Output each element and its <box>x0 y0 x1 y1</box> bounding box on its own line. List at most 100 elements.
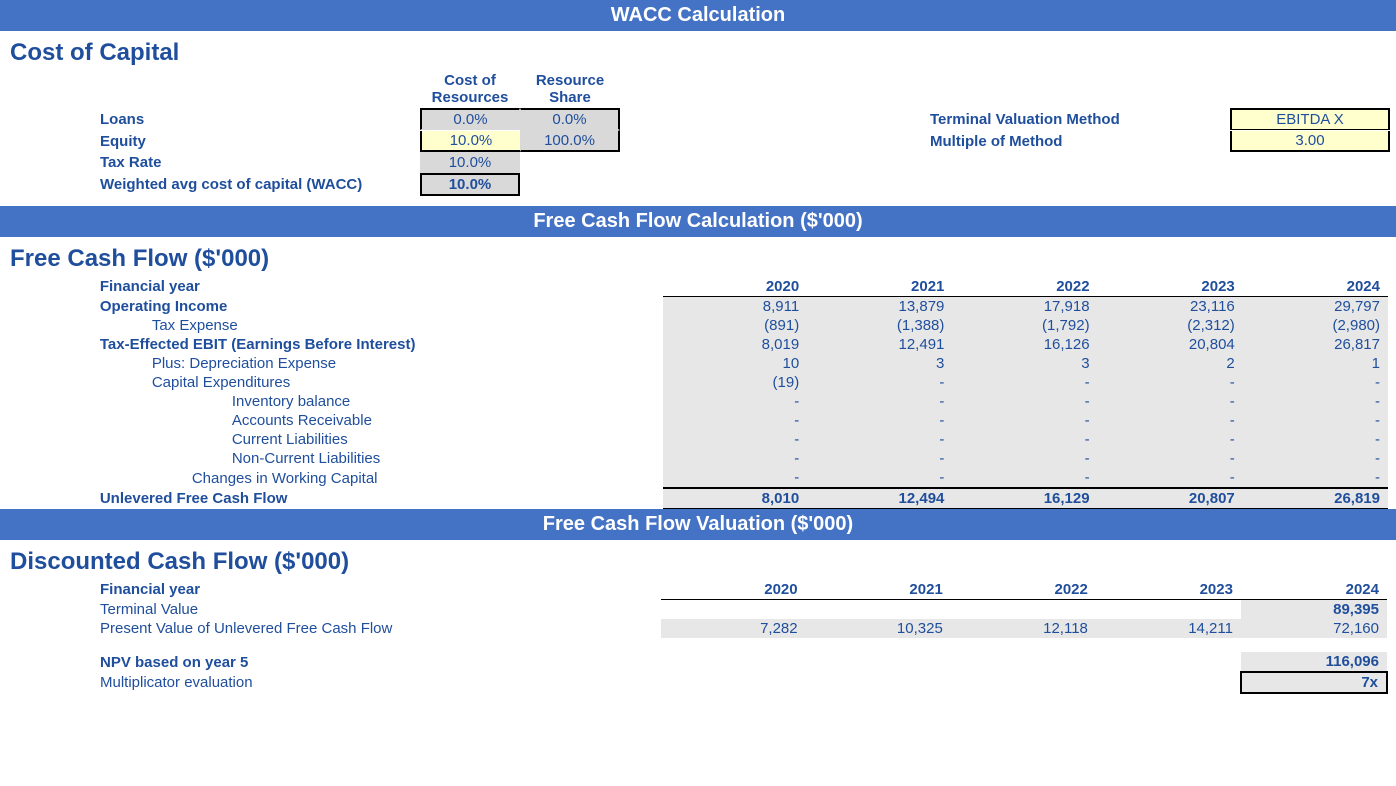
cell-tax-rate[interactable]: 10.0% <box>420 152 520 173</box>
dcf-year-3: 2023 <box>1096 580 1241 600</box>
row-terminal-value: Terminal Value 89,395 <box>8 600 1387 620</box>
fcf-cell-cwc-3: - <box>1098 468 1243 488</box>
fcf-cell-ebit-4: 26,817 <box>1243 335 1388 354</box>
fcf-year-4: 2024 <box>1243 277 1388 297</box>
fcf-label-cwc: Changes in Working Capital <box>92 468 663 488</box>
cell-terminal-method[interactable]: EBITDA X <box>1230 108 1390 130</box>
cell-loans-share[interactable]: 0.0% <box>520 108 620 130</box>
dcf-header-row: Financial year 2020 2021 2022 2023 2024 <box>8 580 1387 600</box>
row-multiplicator: Multiplicator evaluation 7x <box>8 672 1387 693</box>
fcf-year-2: 2022 <box>952 277 1097 297</box>
fcf-cell-ar-4: - <box>1243 411 1388 430</box>
fcf-cell-ebit-0: 8,019 <box>663 335 807 354</box>
fcf-row-ar: Accounts Receivable----- <box>8 411 1388 430</box>
fcf-label-ar: Accounts Receivable <box>92 411 663 430</box>
fcf-cell-oi-3: 23,116 <box>1098 297 1243 317</box>
fcf-row-ebit: Tax-Effected EBIT (Earnings Before Inter… <box>8 335 1388 354</box>
banner-valuation: Free Cash Flow Valuation ($'000) <box>0 509 1396 540</box>
cell-wacc[interactable]: 10.0% <box>420 173 520 196</box>
cell-pv-3: 14,211 <box>1096 619 1241 638</box>
fcf-cell-cwc-0: - <box>663 468 807 488</box>
dcf-year-4: 2024 <box>1241 580 1387 600</box>
fcf-row-oi: Operating Income8,91113,87917,91823,1162… <box>8 297 1388 317</box>
fcf-cell-oi-0: 8,911 <box>663 297 807 317</box>
fcf-cell-tax-3: (2,312) <box>1098 316 1243 335</box>
dcf-year-1: 2021 <box>806 580 951 600</box>
fcf-row-tax: Tax Expense(891)(1,388)(1,792)(2,312)(2,… <box>8 316 1388 335</box>
dcf-table: Financial year 2020 2021 2022 2023 2024 … <box>8 580 1388 694</box>
row-npv: NPV based on year 5 116,096 <box>8 652 1387 672</box>
fcf-cell-dep-3: 2 <box>1098 354 1243 373</box>
cell-equity-share[interactable]: 100.0% <box>520 130 620 152</box>
fcf-cell-ar-1: - <box>807 411 952 430</box>
label-loans: Loans <box>100 111 420 128</box>
fcf-label-ebit: Tax-Effected EBIT (Earnings Before Inter… <box>92 335 663 354</box>
fcf-row-capex: Capital Expenditures(19)---- <box>8 373 1388 392</box>
fcf-cell-ncl-1: - <box>807 449 952 468</box>
fcf-cell-dep-1: 3 <box>807 354 952 373</box>
label-multiple-method: Multiple of Method <box>930 133 1230 150</box>
fcf-cell-inv-2: - <box>952 392 1097 411</box>
fcf-cell-dep-4: 1 <box>1243 354 1388 373</box>
cell-pv-0: 7,282 <box>661 619 805 638</box>
fcf-cell-oi-1: 13,879 <box>807 297 952 317</box>
fcf-row-inv: Inventory balance----- <box>8 392 1388 411</box>
fcf-label-ufcf: Unlevered Free Cash Flow <box>92 488 663 509</box>
label-tax-rate: Tax Rate <box>100 154 420 171</box>
fcf-row-ncl: Non-Current Liabilities----- <box>8 449 1388 468</box>
fcf-cell-ncl-4: - <box>1243 449 1388 468</box>
fcf-cell-dep-0: 10 <box>663 354 807 373</box>
fcf-cell-cl-4: - <box>1243 430 1388 449</box>
fcf-row-cl: Current Liabilities----- <box>8 430 1388 449</box>
label-terminal-method: Terminal Valuation Method <box>930 111 1230 128</box>
cell-pv-1: 10,325 <box>806 619 951 638</box>
fcf-label-dep: Plus: Depreciation Expense <box>92 354 663 373</box>
label-pv-ufcf: Present Value of Unlevered Free Cash Flo… <box>92 619 661 638</box>
fcf-label-oi: Operating Income <box>92 297 663 317</box>
label-equity: Equity <box>100 133 420 150</box>
fcf-cell-ncl-3: - <box>1098 449 1243 468</box>
fcf-row-cwc: Changes in Working Capital----- <box>8 468 1388 488</box>
fcf-cell-tax-1: (1,388) <box>807 316 952 335</box>
fcf-cell-cl-1: - <box>807 430 952 449</box>
fcf-cell-ar-2: - <box>952 411 1097 430</box>
section-dcf: Discounted Cash Flow ($'000) <box>0 540 1396 580</box>
fcf-cell-ebit-1: 12,491 <box>807 335 952 354</box>
dcf-year-0: 2020 <box>661 580 805 600</box>
cell-npv: 116,096 <box>1241 652 1387 672</box>
fcf-cell-cwc-2: - <box>952 468 1097 488</box>
label-npv: NPV based on year 5 <box>92 652 661 672</box>
cell-multiple-value[interactable]: 3.00 <box>1230 131 1390 152</box>
fcf-header-row: Financial year 2020 2021 2022 2023 2024 <box>8 277 1388 297</box>
cell-equity-cost[interactable]: 10.0% <box>420 131 520 152</box>
fcf-cell-ufcf-0: 8,010 <box>663 488 807 509</box>
fcf-year-3: 2023 <box>1098 277 1243 297</box>
fcf-cell-oi-4: 29,797 <box>1243 297 1388 317</box>
fcf-cell-oi-2: 17,918 <box>952 297 1097 317</box>
fcf-cell-dep-2: 3 <box>952 354 1097 373</box>
fcf-cell-capex-3: - <box>1098 373 1243 392</box>
fcf-cell-ufcf-3: 20,807 <box>1098 488 1243 509</box>
fcf-table: Financial year 2020 2021 2022 2023 2024 … <box>8 277 1388 509</box>
fcf-cell-ebit-2: 16,126 <box>952 335 1097 354</box>
fcf-cell-ar-3: - <box>1098 411 1243 430</box>
fcf-cell-tax-0: (891) <box>663 316 807 335</box>
dcf-year-2: 2022 <box>951 580 1096 600</box>
fcf-cell-cl-3: - <box>1098 430 1243 449</box>
cell-loans-cost[interactable]: 0.0% <box>420 108 520 130</box>
fcf-cell-ebit-3: 20,804 <box>1098 335 1243 354</box>
fcf-label-tax: Tax Expense <box>92 316 663 335</box>
fcf-cell-capex-0: (19) <box>663 373 807 392</box>
label-wacc: Weighted avg cost of capital (WACC) <box>100 176 420 193</box>
fcf-cell-ncl-0: - <box>663 449 807 468</box>
section-fcf: Free Cash Flow ($'000) <box>0 237 1396 277</box>
fcf-row-dep: Plus: Depreciation Expense103321 <box>8 354 1388 373</box>
label-multiplicator: Multiplicator evaluation <box>92 672 661 693</box>
fcf-cell-cwc-1: - <box>807 468 952 488</box>
banner-fcf: Free Cash Flow Calculation ($'000) <box>0 206 1396 237</box>
wacc-grid: Cost ofResources ResourceShare Loans 0.0… <box>0 71 1396 206</box>
fcf-cell-ufcf-2: 16,129 <box>952 488 1097 509</box>
cell-pv-4: 72,160 <box>1241 619 1387 638</box>
fcf-cell-cwc-4: - <box>1243 468 1388 488</box>
label-terminal-value: Terminal Value <box>92 600 661 620</box>
